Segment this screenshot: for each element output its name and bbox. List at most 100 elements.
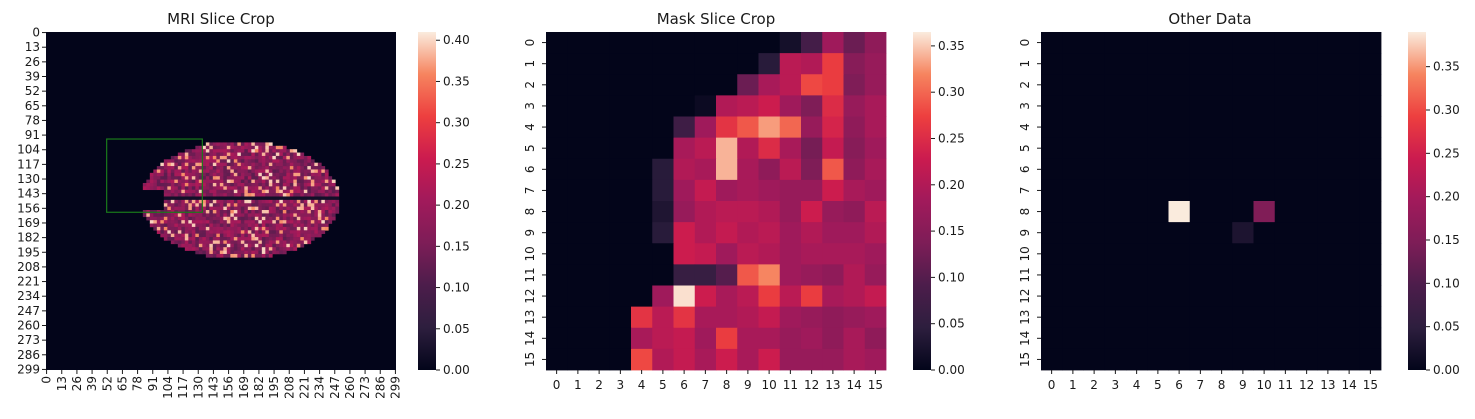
mask-y-tick-label: 13 bbox=[523, 310, 537, 325]
mri-pixel bbox=[202, 220, 207, 224]
mri-pixel bbox=[282, 216, 287, 221]
mri-pixel bbox=[317, 169, 322, 174]
mri-pixel bbox=[268, 237, 273, 241]
mri-pixel bbox=[317, 179, 322, 184]
mri-pixel bbox=[188, 149, 193, 153]
mri-pixel bbox=[202, 237, 207, 241]
mri-pixel bbox=[254, 210, 259, 214]
other-cell bbox=[1168, 264, 1191, 286]
mri-pixel bbox=[247, 223, 252, 228]
mri-pixel bbox=[261, 226, 266, 231]
mri-pixel bbox=[265, 213, 270, 218]
mask-cell bbox=[567, 222, 589, 244]
mri-pixel bbox=[300, 179, 305, 184]
mri-y-tick-label: 104 bbox=[17, 143, 40, 157]
other-cell bbox=[1168, 95, 1191, 117]
mask-cell bbox=[843, 306, 866, 329]
mri-pixel bbox=[237, 149, 242, 153]
mri-pixel bbox=[296, 172, 301, 177]
colorbar-tick-label: 0.05 bbox=[938, 317, 965, 331]
mri-pixel bbox=[275, 247, 280, 251]
mri-pixel bbox=[293, 182, 298, 187]
mri-pixel bbox=[195, 226, 200, 231]
mri-pixel bbox=[237, 206, 242, 211]
other-cell bbox=[1083, 243, 1106, 265]
mri-pixel bbox=[331, 213, 336, 218]
mri-pixel bbox=[286, 196, 291, 201]
mri-pixel bbox=[258, 220, 263, 224]
mask-cell bbox=[694, 116, 717, 139]
mri-pixel bbox=[300, 196, 305, 201]
mri-pixel bbox=[174, 213, 179, 218]
mri-pixel bbox=[184, 206, 189, 211]
mri-pixel bbox=[163, 226, 168, 231]
mri-pixel bbox=[142, 213, 147, 218]
mri-pixel bbox=[174, 169, 179, 174]
other-cell bbox=[1232, 264, 1254, 286]
mri-pixel bbox=[272, 176, 277, 180]
mri-pixel bbox=[293, 149, 298, 153]
mask-cell bbox=[631, 348, 653, 371]
mri-pixel bbox=[209, 172, 214, 177]
mri-pixel bbox=[240, 186, 245, 191]
other-cell bbox=[1232, 32, 1254, 54]
mri-pixel bbox=[307, 233, 312, 238]
mri-pixel bbox=[247, 149, 252, 153]
mask-cell bbox=[737, 116, 759, 139]
mri-pixel bbox=[160, 179, 165, 184]
other-cell bbox=[1253, 285, 1276, 308]
mri-pixel bbox=[233, 206, 238, 211]
mri-pixel bbox=[324, 193, 329, 197]
other-cell bbox=[1104, 137, 1127, 160]
mask-cell bbox=[843, 201, 866, 223]
other-cell bbox=[1253, 306, 1276, 329]
other-x-tick-label: 13 bbox=[1320, 378, 1335, 392]
mri-pixel bbox=[307, 176, 312, 180]
mri-pixel bbox=[279, 199, 284, 204]
mri-pixel bbox=[240, 182, 245, 187]
other-cell bbox=[1189, 306, 1212, 329]
mri-pixel bbox=[321, 169, 326, 174]
mri-pixel bbox=[146, 213, 151, 218]
mri-pixel bbox=[195, 203, 200, 207]
other-y-tick-label: 15 bbox=[1018, 352, 1032, 367]
mri-pixel bbox=[314, 199, 319, 204]
mask-cell bbox=[716, 116, 738, 139]
mri-pixel bbox=[254, 199, 259, 204]
mri-pixel bbox=[223, 145, 228, 150]
mri-pixel bbox=[195, 162, 200, 167]
mri-pixel bbox=[321, 206, 326, 211]
mask-cell bbox=[567, 137, 589, 160]
mask-cell bbox=[864, 327, 887, 350]
mri-pixel bbox=[184, 149, 189, 153]
mri-x-tick-label: 26 bbox=[70, 376, 84, 391]
mri-pixel bbox=[191, 172, 196, 177]
mri-pixel bbox=[184, 233, 189, 238]
mri-pixel bbox=[230, 230, 235, 234]
mask-cell bbox=[822, 158, 844, 181]
mri-pixel bbox=[251, 250, 256, 255]
mri-pixel bbox=[251, 182, 256, 187]
mri-pixel bbox=[170, 233, 175, 238]
mask-y-tick-label: 10 bbox=[523, 246, 537, 261]
mask-cell bbox=[843, 222, 866, 244]
mask-cell bbox=[801, 158, 823, 181]
mri-tick-labels: 0013132626393952526565787891911041041171… bbox=[17, 26, 402, 399]
mri-pixel bbox=[237, 159, 242, 163]
other-cell bbox=[1126, 243, 1148, 265]
mri-pixel bbox=[174, 230, 179, 234]
mask-cell bbox=[864, 285, 887, 308]
other-cell bbox=[1189, 74, 1212, 96]
mri-pixel bbox=[244, 155, 249, 160]
mri-pixel bbox=[247, 250, 252, 255]
mri-pixel bbox=[296, 193, 301, 197]
mask-cell bbox=[716, 348, 738, 371]
mask-y-tick-label: 15 bbox=[523, 352, 537, 367]
mri-pixel bbox=[191, 213, 196, 218]
mri-pixel bbox=[296, 230, 301, 234]
other-cell bbox=[1083, 179, 1106, 202]
mri-pixel bbox=[156, 213, 161, 218]
mri-pixel bbox=[261, 176, 266, 180]
mri-pixel bbox=[202, 226, 207, 231]
mri-pixel bbox=[293, 240, 298, 245]
